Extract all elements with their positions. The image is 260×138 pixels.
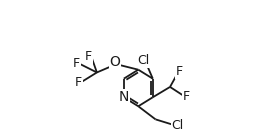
Text: F: F bbox=[176, 65, 183, 78]
Text: N: N bbox=[119, 90, 129, 104]
Text: O: O bbox=[109, 55, 120, 69]
Text: Cl: Cl bbox=[138, 54, 150, 67]
Text: F: F bbox=[183, 90, 190, 103]
Text: F: F bbox=[73, 57, 80, 70]
Text: Cl: Cl bbox=[172, 120, 184, 132]
Text: F: F bbox=[85, 50, 92, 63]
Text: F: F bbox=[75, 76, 82, 89]
